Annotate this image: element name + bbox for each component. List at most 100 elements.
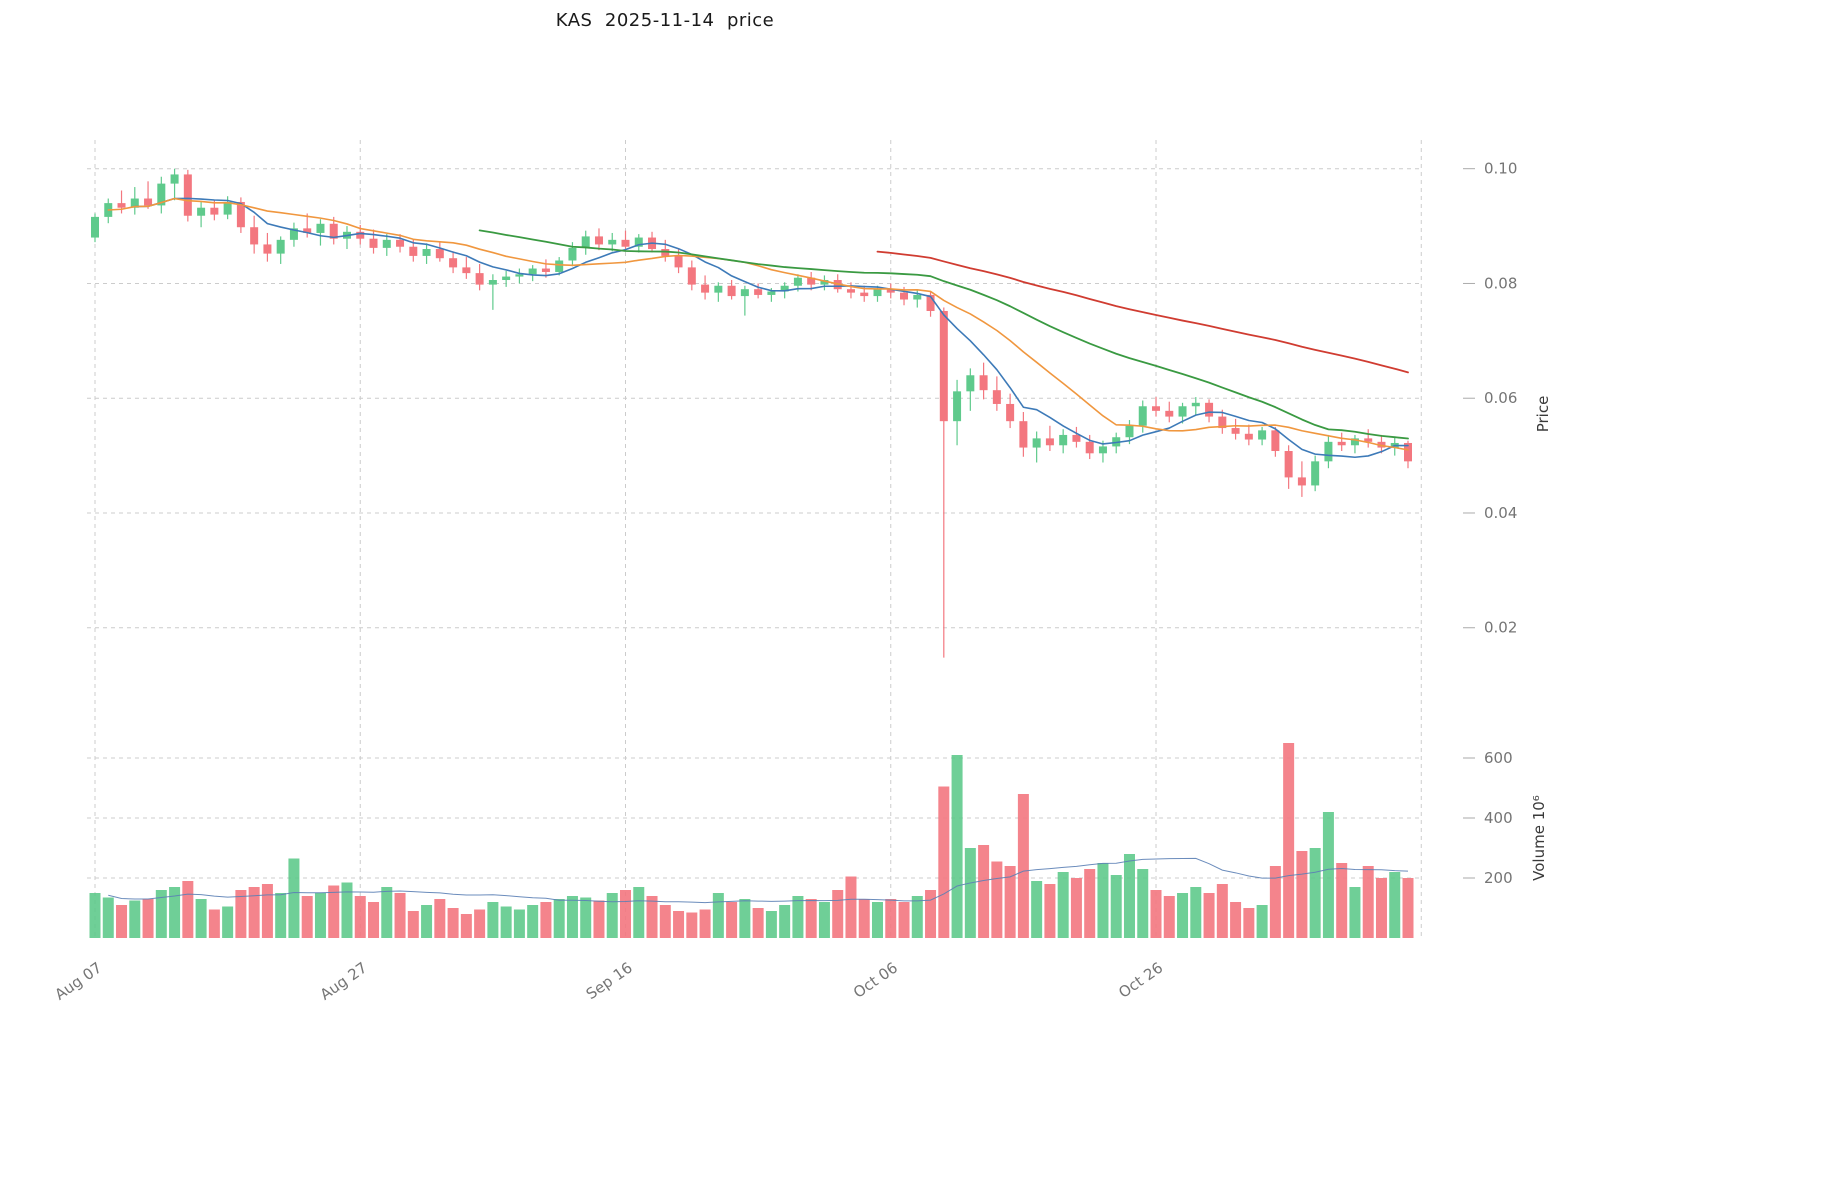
ma-xlong-line [876,250,1409,374]
volume-bar [116,905,128,938]
volume-bar [898,902,910,938]
candle-body [1152,406,1161,411]
volume-bar [1177,893,1189,938]
candle-body [555,260,564,272]
candle-body [1205,402,1214,417]
date-tick-label: Aug 07 [51,959,105,1004]
candle-body [197,207,206,216]
volume-bar [434,899,446,938]
candle-body [528,268,537,275]
date-tick-label: Sep 16 [583,959,636,1004]
price-axis-label: Price [1534,396,1552,433]
volume-bar [1256,905,1268,938]
volume-bar [1110,875,1122,938]
volume-bar [978,845,990,938]
candle-body [1072,434,1081,442]
volume-bar [606,893,618,938]
candle-body [727,285,736,297]
volume-bar [858,899,870,938]
volume-bar [1057,872,1069,938]
candle-body [276,239,285,254]
volume-bar [487,902,499,938]
candle-body [409,246,418,256]
candle-body [767,291,776,295]
candle-body [900,292,909,300]
date-tick-label: Aug 27 [317,959,371,1004]
candle-body [780,285,789,292]
candle-body [820,280,829,285]
candle-body [1085,441,1094,454]
candle-body [913,294,922,300]
candle-body [183,174,192,216]
candle-body [1377,441,1386,448]
price-tick-label: 0.06 [1484,389,1517,407]
candle-body [329,223,338,239]
volume-bar [314,893,326,938]
ma-mid-line [107,197,1409,451]
candle-body [661,249,670,256]
volume-bars [89,743,1414,938]
volume-bar [1243,908,1255,938]
candle-body [754,289,763,295]
volume-bar [686,912,698,938]
candle-body [449,258,458,268]
candle-body [435,249,444,259]
volume-bar [1190,887,1202,938]
volume-bar [1084,869,1096,938]
price-tick-label: 0.08 [1484,274,1517,292]
volume-bar [1362,866,1374,938]
volume-tick-label: 400 [1484,809,1513,827]
candle-body [1244,433,1253,440]
candle-body [396,239,405,247]
volume-bar [500,906,512,938]
volume-bar [1230,902,1242,938]
candle-body [316,223,325,233]
candle-body [581,236,590,248]
candle-body [1178,406,1187,417]
volume-bar [765,911,777,938]
volume-bar [460,914,472,938]
volume-ma-line [108,857,1409,904]
volume-bar [739,899,751,938]
candle-body [462,267,471,274]
price-tick-label: 0.10 [1484,160,1517,178]
candle-body [356,231,365,239]
candle-body [144,198,153,206]
candle-body [1006,403,1015,422]
candle-body [687,267,696,285]
volume-bar [805,899,817,938]
ma-lines [107,197,1409,459]
candle-body [966,375,975,392]
volume-bar [1044,884,1056,938]
candlesticks [91,168,1412,658]
volume-bar [275,893,287,938]
volume-bar [527,905,539,938]
price-tick-label: 0.02 [1484,619,1517,637]
candle-body [1125,425,1134,438]
volume-bar [845,876,857,938]
candle-body [873,289,882,297]
volume-bar [1216,884,1228,938]
candle-body [541,268,550,272]
volume-bar [1322,812,1334,938]
candle-body [953,391,962,422]
candle-body [289,228,298,240]
volume-tick-label: 200 [1484,869,1513,887]
volume-axis-label: Volume 10⁶ [1530,795,1548,881]
candle-body [674,255,683,268]
volume-bar [792,896,804,938]
volume-bar [208,909,220,938]
candle-body [170,174,179,184]
volume-bar [447,908,459,938]
volume-bar [169,887,181,938]
candle-body [860,292,869,297]
candle-body [1191,402,1200,407]
volume-bar [261,884,273,938]
volume-bar [1031,881,1043,938]
candle-body [1337,441,1346,446]
candle-body [263,244,272,254]
volume-bar [1349,887,1361,938]
volume-bar [566,896,578,938]
candle-body [1019,421,1028,448]
volume-bar [726,902,738,938]
